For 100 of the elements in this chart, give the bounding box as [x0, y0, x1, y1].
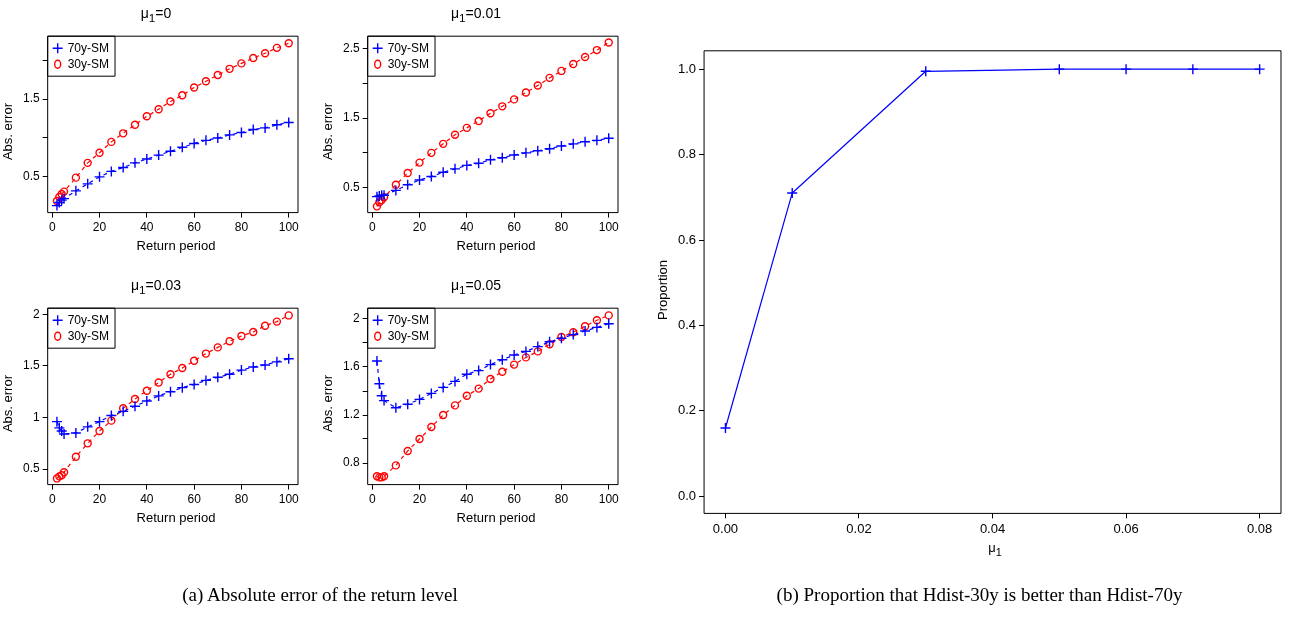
y-tick-label: 0.4	[677, 317, 697, 333]
point	[413, 174, 426, 186]
point	[591, 321, 603, 334]
point	[427, 422, 436, 432]
point	[272, 43, 282, 53]
point	[545, 340, 554, 349]
y-tick-label: 1.5	[22, 91, 40, 106]
y-tick-label: 1	[32, 409, 40, 424]
point	[521, 88, 531, 97]
point	[521, 353, 531, 362]
point	[213, 70, 222, 80]
point	[1120, 63, 1132, 75]
point	[223, 129, 236, 141]
point	[438, 410, 448, 420]
point	[59, 468, 69, 477]
point	[472, 157, 485, 169]
legend-label: 70y-SM	[67, 312, 110, 327]
y-axis-title: Abs. error	[320, 375, 336, 433]
y-tick-label: 0.0	[677, 487, 697, 503]
point	[95, 426, 104, 436]
point	[93, 415, 106, 428]
point	[371, 355, 383, 367]
point	[474, 384, 483, 393]
point	[200, 374, 212, 387]
point	[486, 109, 495, 118]
point	[498, 367, 507, 376]
point	[425, 170, 438, 183]
point	[920, 65, 932, 77]
point	[591, 134, 603, 147]
point	[237, 59, 246, 68]
point	[496, 152, 508, 164]
point	[508, 149, 520, 161]
point	[70, 427, 82, 439]
point	[532, 340, 544, 353]
point	[154, 378, 163, 387]
point	[152, 149, 165, 161]
x-tick-label: 60	[507, 492, 522, 507]
point	[189, 83, 199, 92]
point	[83, 158, 92, 168]
point	[555, 140, 568, 152]
x-tick-label: 60	[187, 220, 202, 235]
point	[82, 421, 94, 433]
point	[569, 59, 578, 69]
point	[520, 147, 532, 159]
point	[532, 145, 544, 157]
y-axis-title: Abs. error	[320, 103, 336, 161]
x-tick-label: 40	[460, 220, 474, 235]
text: (b) Proportion that Hdist-30y is better than Hdist-70y	[775, 584, 1184, 606]
point	[235, 364, 248, 376]
y-tick-label: 2	[32, 306, 40, 321]
point	[373, 378, 386, 390]
point	[415, 434, 424, 444]
point	[402, 398, 414, 410]
point	[567, 328, 579, 341]
point	[461, 159, 473, 172]
y-axis-title: Proportion	[655, 260, 671, 320]
x-tick-label: 80	[554, 220, 569, 235]
x-tick-label: 0	[368, 492, 376, 507]
legend-label: 30y-SM	[387, 328, 430, 343]
point	[107, 416, 116, 425]
point	[141, 395, 153, 407]
point	[450, 130, 460, 140]
point	[498, 102, 507, 111]
y-tick-label: 0.5	[22, 169, 40, 184]
x-tick-label: 60	[187, 492, 202, 507]
y-tick-label: 0.8	[342, 455, 360, 470]
point	[142, 112, 152, 121]
point	[271, 356, 283, 368]
x-tick-label: 20	[92, 220, 107, 235]
point	[129, 157, 141, 169]
y-tick-label: 0.8	[677, 146, 697, 162]
point	[472, 364, 485, 377]
point	[70, 185, 82, 197]
x-tick-label: 0.08	[1246, 520, 1273, 536]
point	[95, 148, 104, 157]
point	[247, 361, 259, 373]
x-tick-label: 80	[554, 492, 569, 507]
point	[579, 136, 591, 148]
point	[543, 143, 556, 155]
point	[533, 347, 542, 356]
point	[719, 422, 732, 434]
x-tick-label: 0.06	[1113, 520, 1139, 536]
point	[449, 163, 461, 175]
point	[105, 409, 118, 422]
point	[604, 311, 613, 320]
y-tick-label: 1.2	[342, 407, 360, 422]
point	[188, 137, 200, 150]
point	[107, 137, 116, 147]
x-tick-label: 0	[368, 220, 376, 235]
x-tick-label: 80	[234, 492, 249, 507]
point	[372, 472, 382, 481]
point	[379, 193, 389, 202]
point	[284, 38, 293, 48]
x-tick-label: 20	[412, 492, 427, 507]
point	[176, 141, 188, 154]
y-tick-label: 0.5	[22, 461, 40, 476]
point	[533, 81, 542, 90]
legend-label: 70y-SM	[387, 40, 430, 55]
point	[247, 123, 259, 136]
x-tick-label: 80	[234, 220, 249, 235]
